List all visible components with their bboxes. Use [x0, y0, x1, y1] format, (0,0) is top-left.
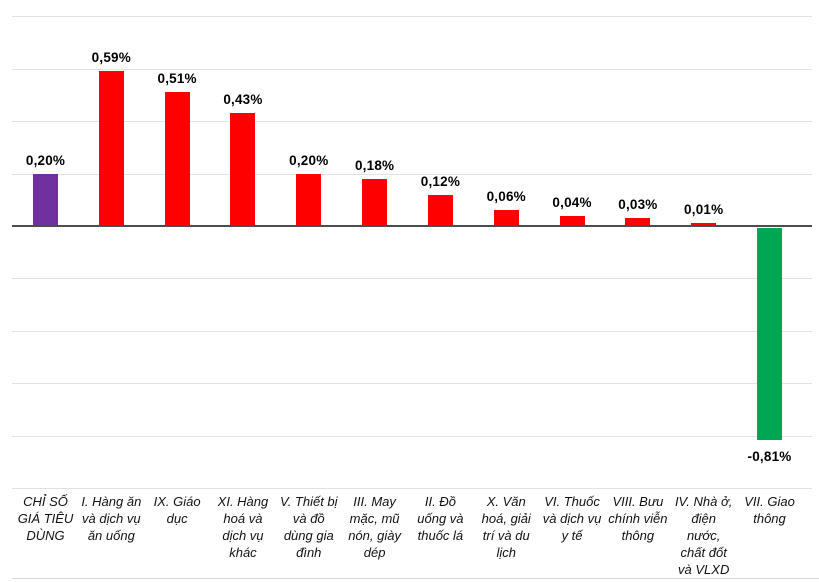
chart-bottom-border	[12, 578, 819, 579]
category-label: VI. Thuốc và dịch vụ y tế	[542, 494, 602, 543]
category-label: XI. Hàng hoá và dịch vụ khác	[217, 494, 269, 560]
category-label: CHỈ SỐ GIÁ TIÊU DÙNG	[17, 494, 74, 543]
bar	[625, 218, 651, 226]
value-label: 0,01%	[684, 202, 724, 218]
category-label: II. Đồ uống và thuốc lá	[417, 494, 464, 543]
category-label: I. Hàng ăn và dịch vụ ăn uống	[81, 494, 142, 543]
value-label: 0,18%	[354, 157, 395, 173]
category-label: V. Thiết bị và đồ dùng gia đình	[279, 494, 338, 560]
bar	[427, 194, 453, 226]
value-label: 0,59%	[91, 50, 131, 66]
category-label: VII. Giao thông	[744, 494, 795, 526]
category-label: IV. Nhà ở, điện nước, chất đốt và VLXD	[674, 494, 733, 577]
value-label: 0,06%	[486, 189, 526, 205]
bar	[757, 228, 783, 441]
gridline	[12, 435, 812, 437]
gridline	[12, 173, 812, 175]
gridline	[12, 383, 812, 385]
bar	[362, 178, 388, 226]
gridline	[12, 330, 812, 332]
gridline	[12, 121, 812, 123]
category-label: III. May mặc, mũ nón, giày dép	[348, 494, 401, 560]
value-label: -0,81%	[747, 449, 792, 465]
gridline	[12, 488, 812, 489]
value-label: 0,12%	[420, 173, 461, 189]
value-label: 0,43%	[223, 92, 263, 108]
value-label: 0,20%	[25, 152, 66, 168]
bar	[98, 71, 124, 226]
bar	[493, 210, 519, 226]
bar	[164, 92, 190, 226]
value-label: 0,20%	[289, 152, 329, 168]
gridline	[12, 278, 812, 280]
value-label: 0,04%	[552, 194, 592, 210]
gridline	[12, 16, 812, 18]
gridline	[12, 68, 812, 70]
zero-axis-line	[12, 225, 812, 227]
bar	[230, 113, 256, 226]
bar	[691, 223, 717, 226]
category-label: X. Văn hoá, giải trí và du lịch	[481, 494, 531, 560]
bar	[559, 215, 585, 226]
category-label: VIII. Bưu chính viễn thông	[608, 494, 668, 543]
value-label: 0,03%	[618, 197, 658, 213]
value-label: 0,51%	[157, 71, 197, 87]
bar	[296, 173, 322, 226]
bar	[33, 173, 58, 226]
category-label: IX. Giáo dục	[153, 494, 201, 526]
